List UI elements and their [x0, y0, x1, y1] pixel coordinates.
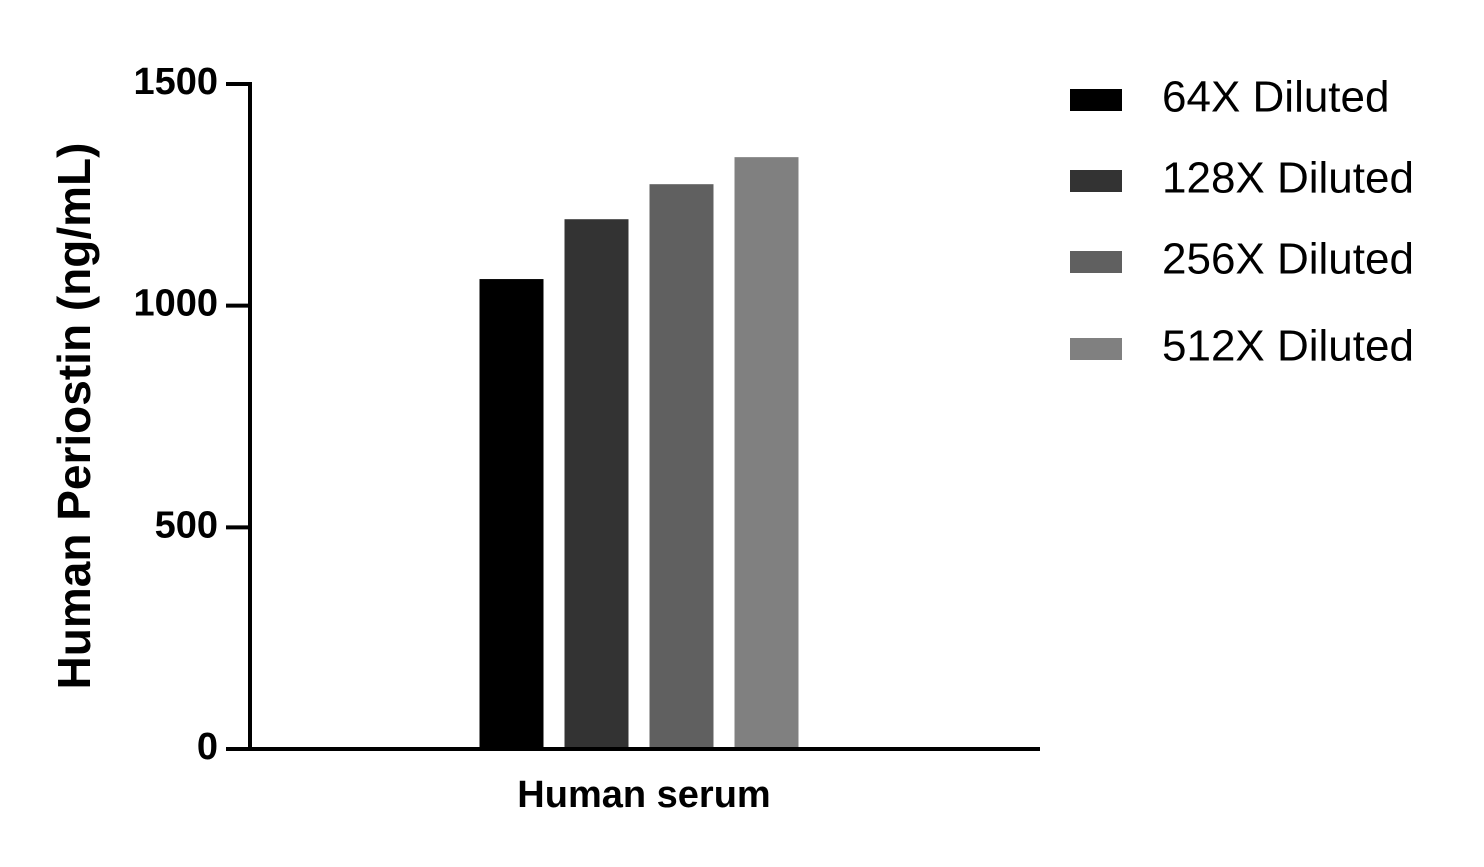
- y-tick-label: 500: [155, 504, 218, 546]
- y-tick-label: 0: [197, 726, 218, 768]
- legend-label: 64X Diluted: [1162, 73, 1389, 122]
- legend-swatch: [1070, 170, 1122, 192]
- y-tick-label: 1000: [133, 283, 218, 325]
- bar: [479, 279, 544, 749]
- y-axis-label: Human Periostin (ng/mL): [48, 143, 100, 690]
- x-axis-label: Human serum: [517, 774, 770, 816]
- legend-swatch: [1070, 338, 1122, 360]
- bar: [649, 184, 714, 749]
- legend-swatch: [1070, 89, 1122, 111]
- bar: [734, 157, 799, 749]
- legend-label: 512X Diluted: [1162, 322, 1414, 371]
- legend-label: 128X Diluted: [1162, 154, 1414, 203]
- legend-swatch: [1070, 251, 1122, 273]
- y-tick-label: 1500: [133, 61, 218, 103]
- legend-label: 256X Diluted: [1162, 235, 1414, 284]
- bar: [564, 219, 629, 749]
